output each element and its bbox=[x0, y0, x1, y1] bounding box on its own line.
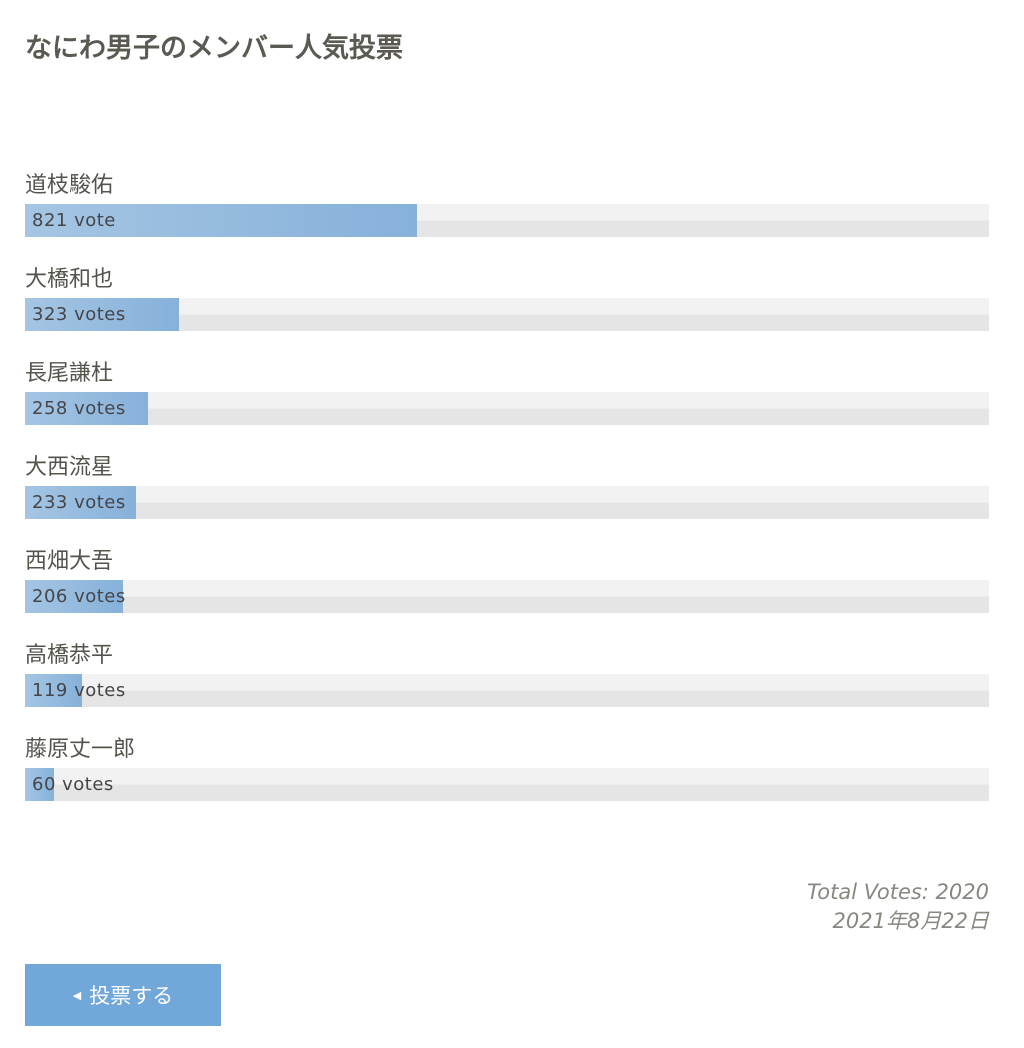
vote-bar-fill bbox=[25, 486, 137, 519]
member-name: 高橋恭平 bbox=[25, 643, 114, 668]
member-name: 西畑大吾 bbox=[25, 549, 114, 574]
result-row: 大西流星 233 votes bbox=[25, 452, 989, 546]
vote-bar-track: 206 votes bbox=[25, 580, 989, 613]
vote-count: 233 votes bbox=[32, 492, 126, 513]
member-name: 藤原丈一郎 bbox=[25, 737, 136, 762]
result-row: 高橋恭平 119 votes bbox=[25, 640, 989, 734]
vote-bar-track: 119 votes bbox=[25, 674, 989, 707]
page-title: なにわ男子のメンバー人気投票 bbox=[25, 33, 403, 64]
vote-button-label: 投票する bbox=[89, 984, 174, 1008]
member-name: 大橋和也 bbox=[25, 267, 114, 292]
vote-count: 119 votes bbox=[32, 680, 126, 701]
result-row: 長尾謙杜 258 votes bbox=[25, 358, 989, 452]
total-votes: Total Votes: 2020 bbox=[807, 880, 989, 904]
vote-bar-fill bbox=[25, 674, 82, 707]
vote-button[interactable]: ◀ 投票する bbox=[25, 964, 221, 1026]
vote-count: 821 vote bbox=[32, 210, 116, 231]
vote-bar-fill bbox=[25, 768, 54, 801]
result-row: 大橋和也 323 votes bbox=[25, 264, 989, 358]
vote-count: 323 votes bbox=[32, 304, 126, 325]
member-name: 長尾謙杜 bbox=[25, 361, 114, 386]
vote-bar-track: 258 votes bbox=[25, 392, 989, 425]
vote-count: 60 votes bbox=[32, 774, 114, 795]
vote-bar-track: 233 votes bbox=[25, 486, 989, 519]
vote-count: 258 votes bbox=[32, 398, 126, 419]
vote-bar-track: 821 vote bbox=[25, 204, 989, 237]
vote-count: 206 votes bbox=[32, 586, 126, 607]
vote-bar-fill bbox=[25, 298, 180, 331]
member-name: 道枝駿佑 bbox=[25, 173, 114, 198]
vote-bar-track: 60 votes bbox=[25, 768, 989, 801]
triangle-left-icon: ◀ bbox=[72, 988, 82, 1002]
poll-meta: Total Votes: 2020 2021年8月22日 bbox=[807, 878, 989, 936]
result-row: 道枝駿佑 821 vote bbox=[25, 170, 989, 264]
result-row: 藤原丈一郎 60 votes bbox=[25, 734, 989, 828]
vote-bar-track: 323 votes bbox=[25, 298, 989, 331]
poll-date: 2021年8月22日 bbox=[832, 909, 989, 933]
vote-bar-fill bbox=[25, 580, 124, 613]
result-row: 西畑大吾 206 votes bbox=[25, 546, 989, 640]
vote-bar-fill bbox=[25, 204, 417, 237]
vote-bar-fill bbox=[25, 392, 149, 425]
results-list: 道枝駿佑 821 vote 大橋和也 323 votes 長尾謙杜 258 vote… bbox=[25, 170, 989, 828]
member-name: 大西流星 bbox=[25, 455, 114, 480]
